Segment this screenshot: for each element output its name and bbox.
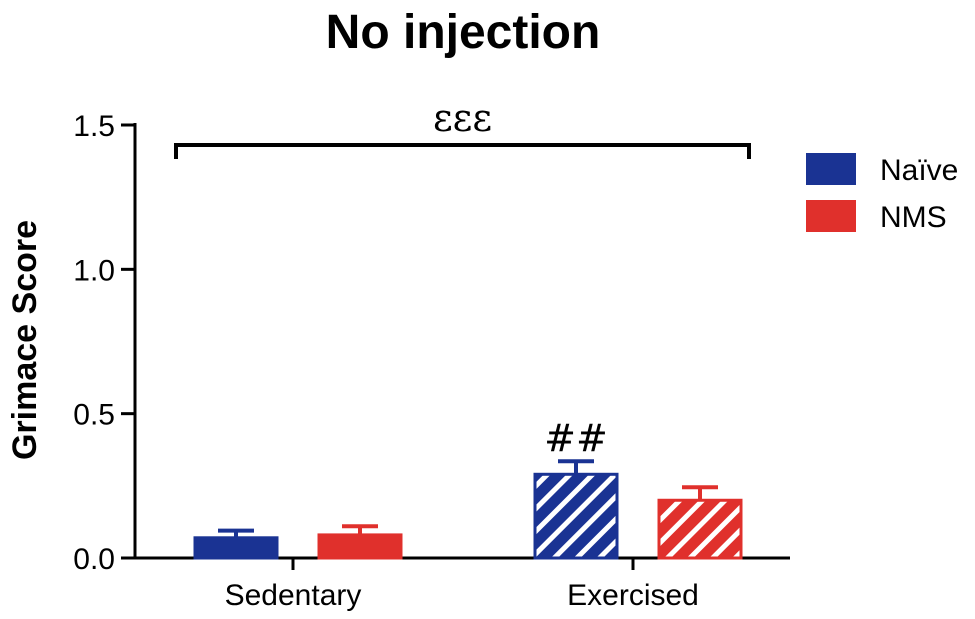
legend: Naïve NMS — [806, 153, 958, 234]
bar-nms-exercised — [657, 498, 743, 560]
y-tick-label: 1.5 — [73, 110, 115, 143]
error-bars — [218, 459, 718, 538]
legend-swatch-naive — [806, 153, 856, 185]
bracket-line — [174, 143, 751, 159]
x-tick-label: Sedentary — [225, 579, 362, 612]
legend-label-naive: Naïve — [880, 154, 958, 187]
bars — [193, 472, 743, 560]
bracket-label: ɛɛɛ — [433, 96, 492, 140]
bar-nms-sedentary — [317, 533, 403, 560]
x-tick-label: Exercised — [567, 579, 699, 612]
legend-label-nms: NMS — [880, 201, 947, 234]
axes — [133, 123, 790, 560]
y-axis-label: Grimace Score — [6, 220, 44, 460]
bar-nave-sedentary — [193, 536, 279, 560]
legend-swatch-nms — [806, 200, 856, 232]
y-tick-label: 0.0 — [73, 543, 115, 576]
y-tick-label: 1.0 — [73, 254, 115, 287]
bar-nave-exercised — [533, 472, 619, 560]
y-ticks: 0.0 0.5 1.0 1.5 — [73, 110, 135, 576]
bar-annotation: ## — [544, 416, 608, 460]
significance-bracket: ɛɛɛ — [174, 96, 751, 159]
category-labels: Sedentary Exercised — [225, 558, 699, 612]
chart-title: No injection — [326, 6, 601, 59]
y-tick-label: 0.5 — [73, 399, 115, 432]
